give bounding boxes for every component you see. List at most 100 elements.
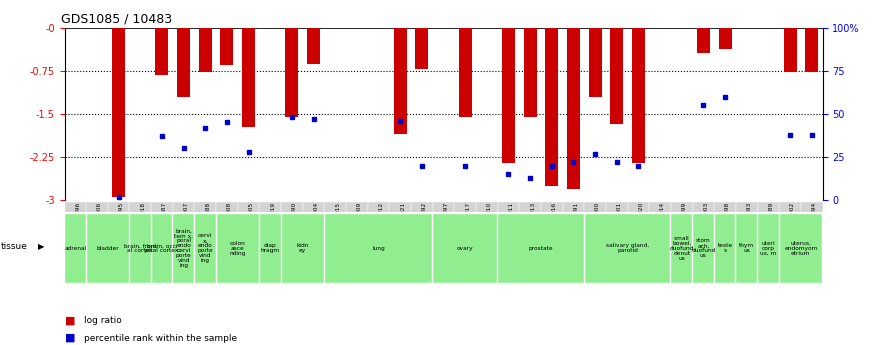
Bar xyxy=(130,214,151,283)
Bar xyxy=(65,202,86,262)
Text: GSM39920: GSM39920 xyxy=(639,202,643,234)
Bar xyxy=(237,202,260,262)
Text: GSM39921: GSM39921 xyxy=(401,202,405,234)
Text: GSM39902: GSM39902 xyxy=(790,202,795,234)
Bar xyxy=(476,202,497,262)
Text: GSM39891: GSM39891 xyxy=(573,202,579,234)
Bar xyxy=(217,214,259,283)
Text: ■: ■ xyxy=(65,333,75,343)
Text: GSM39910: GSM39910 xyxy=(487,202,492,234)
Text: GSM39914: GSM39914 xyxy=(660,202,665,234)
Bar xyxy=(281,214,324,283)
Bar xyxy=(303,202,324,262)
Text: percentile rank within the sample: percentile rank within the sample xyxy=(84,334,237,343)
Bar xyxy=(346,202,367,262)
Text: GSM39906: GSM39906 xyxy=(97,202,102,234)
Bar xyxy=(585,214,670,283)
Text: GSM39909: GSM39909 xyxy=(357,202,362,234)
Bar xyxy=(693,202,714,262)
Text: ■: ■ xyxy=(65,316,75,326)
Text: GSM39907: GSM39907 xyxy=(184,202,189,234)
Text: GSM39915: GSM39915 xyxy=(335,202,340,234)
Text: teste
s: teste s xyxy=(718,244,733,253)
Text: GSM39900: GSM39900 xyxy=(595,202,600,234)
Bar xyxy=(498,214,584,283)
Text: prostate: prostate xyxy=(529,246,554,251)
Bar xyxy=(780,202,801,262)
Bar xyxy=(393,28,407,134)
Bar xyxy=(520,202,541,262)
Bar xyxy=(416,28,428,69)
Text: GSM39894: GSM39894 xyxy=(812,202,816,234)
Bar xyxy=(610,28,624,124)
Text: tissue: tissue xyxy=(1,242,28,251)
Text: log ratio: log ratio xyxy=(84,316,122,325)
Text: uteri
corp
us, m: uteri corp us, m xyxy=(760,241,777,256)
Bar xyxy=(112,28,125,197)
Bar xyxy=(584,202,606,262)
Text: GSM39918: GSM39918 xyxy=(141,202,145,234)
Text: GSM39917: GSM39917 xyxy=(465,202,470,234)
Bar xyxy=(806,28,818,72)
Bar xyxy=(650,202,671,262)
Bar xyxy=(454,202,476,262)
Bar xyxy=(173,202,194,262)
Bar xyxy=(737,214,757,283)
Text: GSM39903: GSM39903 xyxy=(703,202,709,234)
Bar xyxy=(130,202,151,262)
Bar xyxy=(541,202,563,262)
Bar xyxy=(546,28,558,186)
Text: lung: lung xyxy=(372,246,385,251)
Bar xyxy=(719,28,731,49)
Bar xyxy=(65,214,86,283)
Text: GSM39908: GSM39908 xyxy=(227,202,232,234)
Text: GDS1085 / 10483: GDS1085 / 10483 xyxy=(61,12,172,25)
Bar xyxy=(715,214,736,283)
Bar xyxy=(220,28,234,65)
Text: adrenal: adrenal xyxy=(65,246,87,251)
Bar xyxy=(173,214,194,283)
Text: bladder: bladder xyxy=(97,246,119,251)
Bar xyxy=(286,28,298,117)
Text: salivary gland,
parotid: salivary gland, parotid xyxy=(606,244,650,253)
Bar xyxy=(563,202,584,262)
Text: ovary: ovary xyxy=(457,246,473,251)
Bar xyxy=(87,214,129,283)
Text: brain, occi
pital cortex: brain, occi pital cortex xyxy=(145,244,178,253)
Text: GSM39901: GSM39901 xyxy=(616,202,622,234)
Text: GSM39893: GSM39893 xyxy=(746,202,752,234)
Bar xyxy=(459,28,471,117)
Bar xyxy=(606,202,627,262)
Text: GSM39899: GSM39899 xyxy=(682,202,686,234)
Bar xyxy=(195,214,216,283)
Bar xyxy=(216,202,237,262)
Bar xyxy=(156,28,168,75)
Text: cervi
x,
endo
porte
vind
ing: cervi x, endo porte vind ing xyxy=(197,234,213,263)
Bar xyxy=(758,214,779,283)
Bar xyxy=(714,202,736,262)
Bar xyxy=(801,202,823,262)
Bar xyxy=(780,214,823,283)
Text: brain,
tem x,
poral
endo
cervi
porte
vind
ing: brain, tem x, poral endo cervi porte vin… xyxy=(174,228,194,268)
Text: GSM39896: GSM39896 xyxy=(75,202,81,234)
Text: GSM39898: GSM39898 xyxy=(725,202,730,234)
Bar xyxy=(567,28,580,189)
Bar xyxy=(736,202,757,262)
Bar xyxy=(177,28,190,97)
Text: GSM39892: GSM39892 xyxy=(422,202,426,234)
Bar xyxy=(671,202,693,262)
Bar xyxy=(523,28,537,117)
Bar xyxy=(199,28,211,72)
Text: colon
asce
nding: colon asce nding xyxy=(229,241,246,256)
Bar xyxy=(108,202,130,262)
Bar xyxy=(783,28,797,72)
Text: GSM39916: GSM39916 xyxy=(552,202,556,234)
Text: thym
us: thym us xyxy=(739,244,754,253)
Bar xyxy=(697,28,710,53)
Text: kidn
ey: kidn ey xyxy=(297,244,309,253)
Text: GSM39919: GSM39919 xyxy=(271,202,275,234)
Text: GSM39887: GSM39887 xyxy=(162,202,167,234)
Text: stom
ach,
duofund
us: stom ach, duofund us xyxy=(691,238,716,258)
Bar xyxy=(307,28,320,64)
Text: GSM39897: GSM39897 xyxy=(444,202,449,234)
